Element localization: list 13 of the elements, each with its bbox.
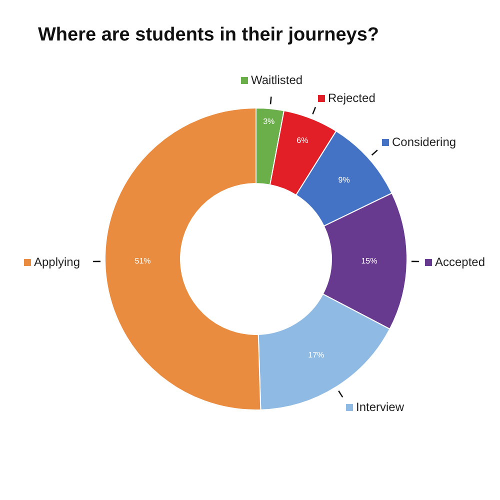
data-label: 3% bbox=[263, 116, 275, 126]
data-label: 15% bbox=[361, 256, 378, 266]
data-label: 6% bbox=[296, 136, 308, 145]
legend-label: Accepted bbox=[435, 255, 486, 269]
data-label: 51% bbox=[134, 256, 151, 266]
legend-label: Considering bbox=[392, 135, 456, 149]
legend-label: Waitlisted bbox=[251, 73, 303, 87]
chart-title: Where are students in their journeys? bbox=[38, 24, 380, 46]
legend-label: Rejected bbox=[328, 91, 376, 105]
legend-label: Interview bbox=[356, 400, 404, 414]
data-label: 9% bbox=[338, 176, 350, 185]
legend-label: Applying bbox=[34, 255, 80, 269]
data-label: 17% bbox=[308, 350, 324, 360]
